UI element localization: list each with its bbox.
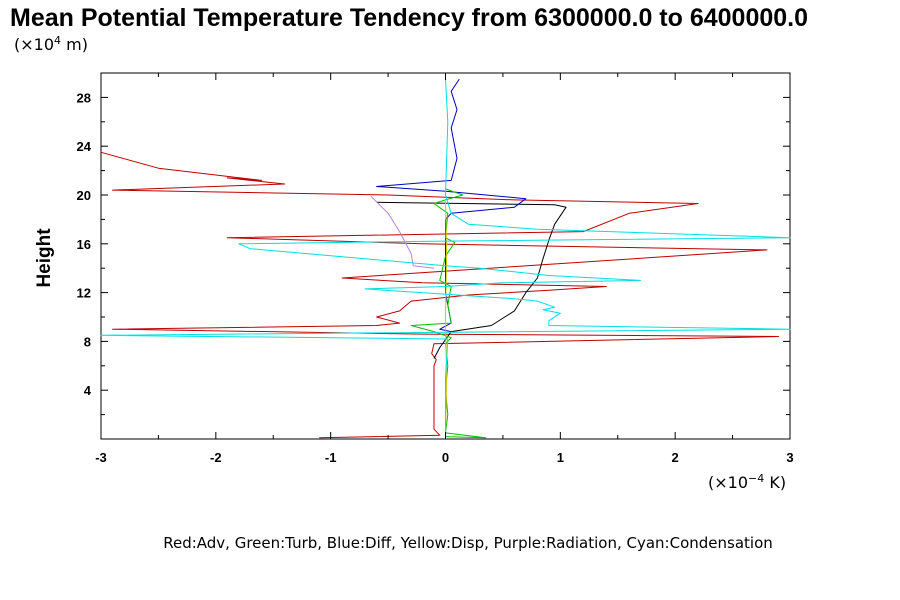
y-tick-label: 20: [77, 188, 91, 203]
y-axis-label: Height: [34, 228, 55, 288]
y-tick-label: 4: [84, 383, 92, 398]
series-line-turb: [410, 188, 487, 439]
y-unit-label: (×104 m): [14, 34, 88, 54]
series-line-diff: [376, 78, 527, 333]
series-layer: [100, 78, 791, 439]
y-tick-label: 8: [84, 334, 91, 349]
x-tick-label: 3: [786, 450, 793, 465]
y-tick-label: 24: [77, 139, 92, 154]
x-unit-label: (×10−4 K): [708, 472, 786, 492]
y-tick-label: 16: [77, 237, 91, 252]
chart-title: Mean Potential Temperature Tendency from…: [10, 4, 808, 32]
y-tick-label: 28: [77, 90, 91, 105]
y-tick-label: 12: [77, 286, 91, 301]
series-line-radiation: [370, 195, 435, 269]
x-tick-label: 0: [442, 450, 449, 465]
x-tick-label: 2: [672, 450, 679, 465]
x-tick-label: 1: [557, 450, 564, 465]
legend-text: Red:Adv, Green:Turb, Blue:Diff, Yellow:D…: [163, 534, 773, 552]
series-line-disp: [445, 201, 448, 433]
series-line-condensation: [100, 79, 791, 436]
x-tick-label: -2: [210, 450, 222, 465]
x-tick-label: -1: [325, 450, 337, 465]
series-line-adv: [100, 151, 779, 439]
x-tick-label: -3: [95, 450, 107, 465]
